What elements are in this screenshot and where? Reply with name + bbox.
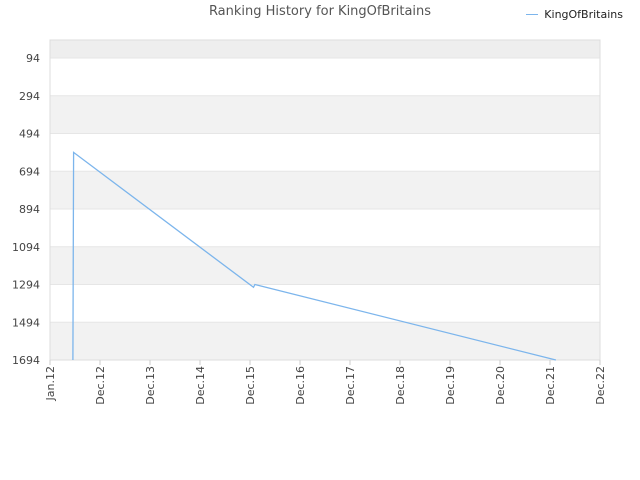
x-tick-label: Dec.18 [394,366,407,405]
x-tick-label: Dec.16 [294,366,307,405]
y-tick-label: 694 [19,165,40,178]
plot-band [50,95,600,134]
x-tick-label: Dec.20 [494,366,507,405]
x-axis: Jan.12 Dec.12 Dec.13 Dec.14 Dec.15 Dec.16 Dec.… [44,360,607,405]
series-line [72,151,557,361]
plot-band [50,40,600,58]
series-layer [72,151,557,361]
y-axis: 94 294 494 694 894 1094 1294 1494 1694 [12,52,40,367]
y-tick-label: 94 [26,52,40,65]
x-tick-label: Dec.15 [244,366,257,405]
x-tick-label: Dec.19 [444,366,457,405]
x-tick-label: Dec.12 [94,366,107,405]
plot-band [50,171,600,209]
y-tick-label: 494 [19,128,40,141]
x-tick-label: Dec.21 [544,366,557,405]
x-tick-label: Dec.13 [144,366,157,405]
x-tick-label: Dec.22 [594,366,607,405]
x-tick-label: Dec.17 [344,366,357,405]
legend-label: KingOfBritains [544,8,623,21]
plot-bands [50,40,600,360]
legend-line-icon [526,14,539,15]
y-tick-label: 1094 [12,241,40,254]
plot-band [50,322,600,360]
y-tick-label: 1294 [12,279,40,292]
y-tick-label: 1694 [12,354,40,367]
y-tick-label: 1494 [12,316,40,329]
plot-band [50,246,600,285]
y-tick-label: 894 [19,203,40,216]
plot-frame [49,39,601,361]
y-tick-label: 294 [19,90,40,103]
x-tick-label: Dec.14 [194,366,207,405]
chart-title: Ranking History for KingOfBritains [208,4,432,19]
legend[interactable]: KingOfBritains [526,8,623,21]
x-tick-label: Jan.12 [44,366,57,401]
